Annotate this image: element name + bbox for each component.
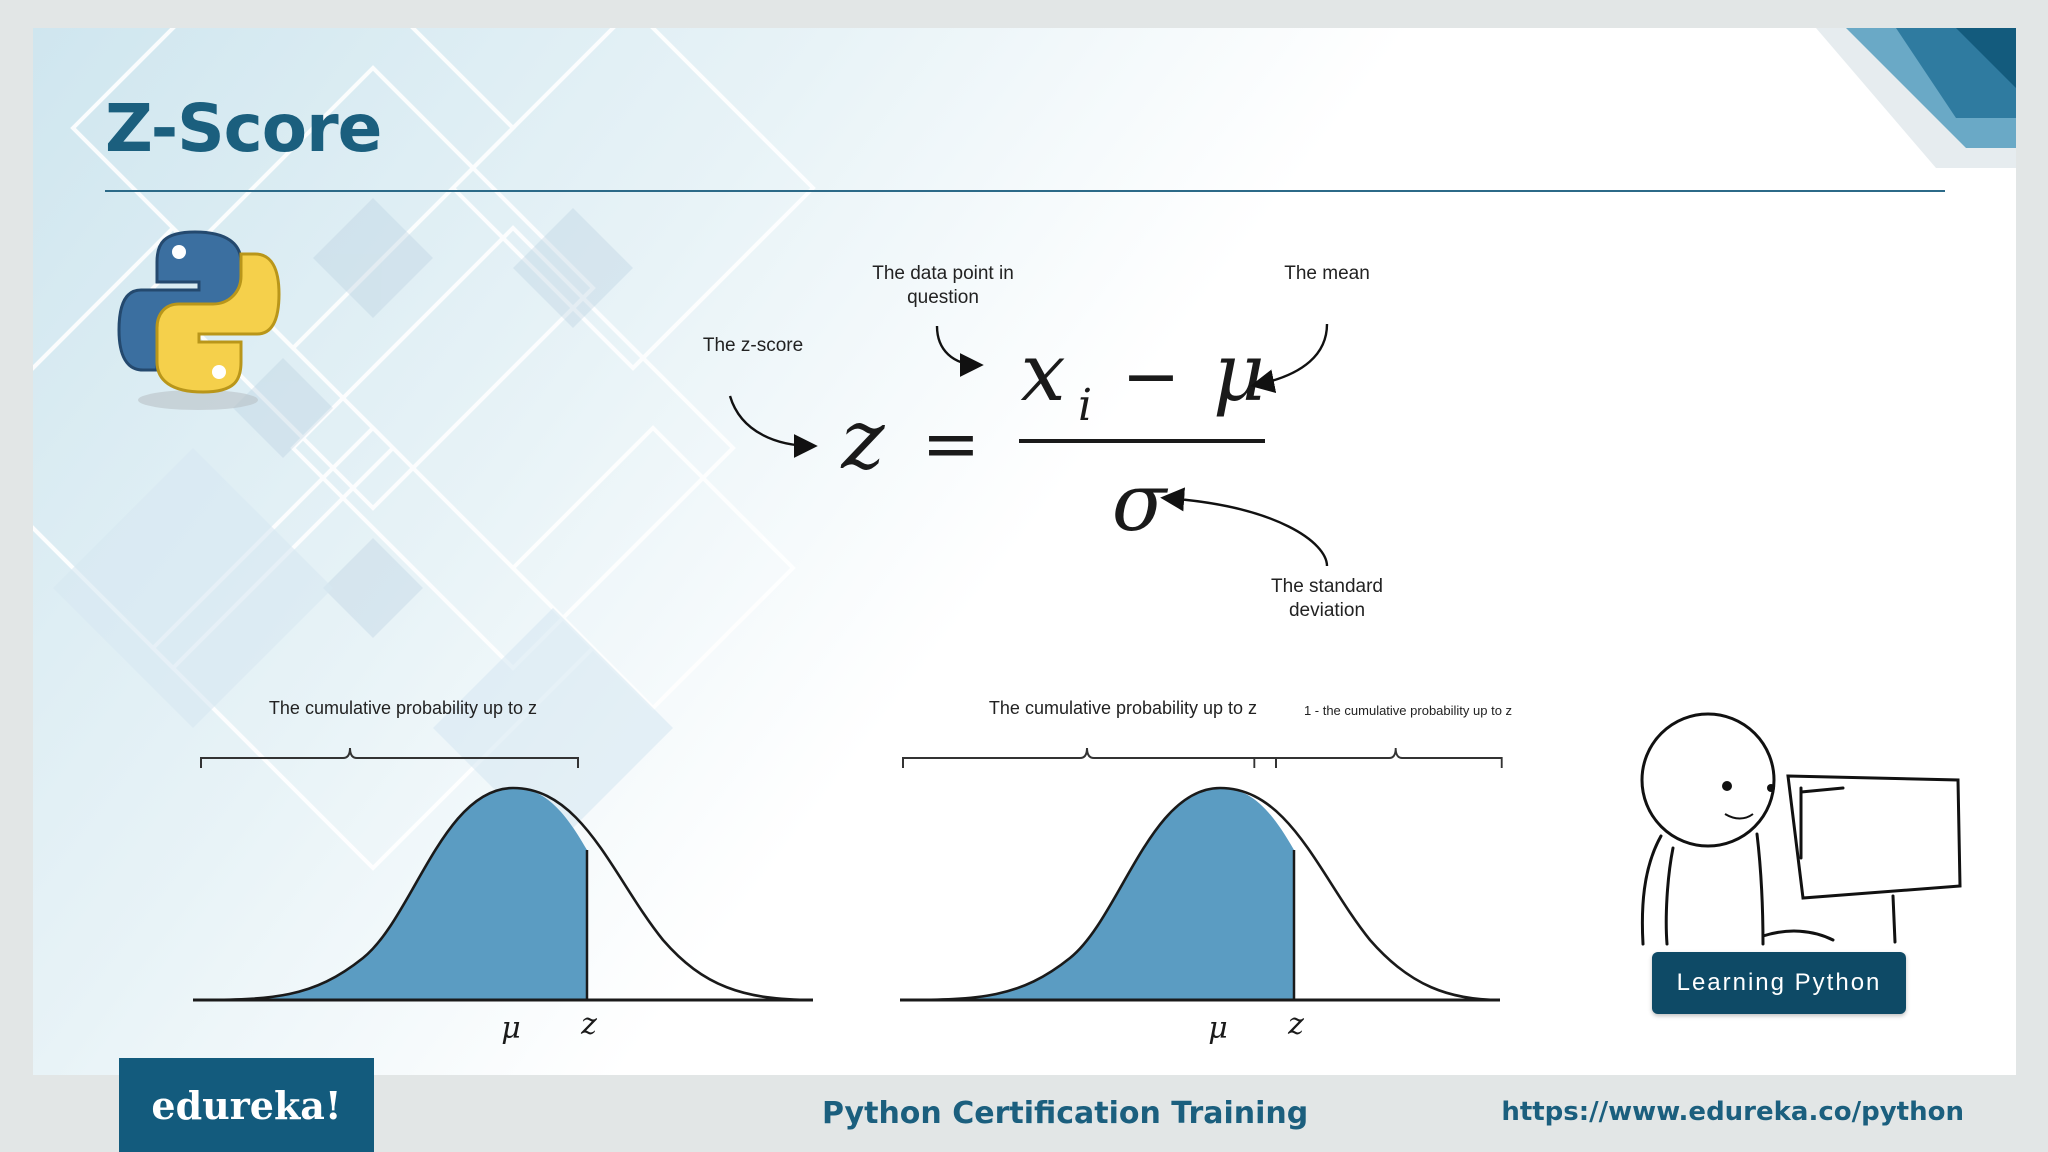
mean-annotation: The mean [1284, 263, 1370, 284]
course-url-link[interactable]: https://www.edureka.co/python [1501, 1097, 1964, 1127]
shaded-area-1 [193, 788, 587, 1000]
dist1-brace-label: The cumulative probability up to z [268, 698, 538, 718]
title-divider [105, 190, 1945, 192]
shaded-area-2 [900, 788, 1294, 1000]
normal-distribution-chart-2: μ z [900, 747, 1503, 1046]
edureka-logo[interactable]: edureka! [119, 1058, 374, 1152]
z-label-1: z [580, 1007, 597, 1042]
z-label-2: z [1287, 1007, 1304, 1042]
dist2-brace-label-right: 1 - the cumulative probability up to z [1303, 703, 1513, 718]
course-title: Python Certification Training [822, 1096, 1309, 1131]
corner-decoration [1816, 28, 2016, 168]
slide: Z-Score z = x i − μ σ The z-score [33, 28, 2016, 1075]
bell-curve-2 [900, 786, 1501, 1002]
brace-2-left [902, 747, 1277, 768]
std-annotation: The standard deviation [1271, 576, 1383, 621]
zscore-annotation: The z-score [702, 335, 804, 356]
normal-distribution-chart-1: μ z [193, 747, 813, 1046]
dist2-brace-label-left: The cumulative probability up to z [988, 698, 1258, 718]
mu-label-1: μ [501, 1011, 521, 1046]
datapoint-annotation: The data point in question [872, 263, 1014, 308]
bell-curve-1 [193, 786, 813, 1002]
background-pattern [33, 28, 2016, 1075]
python-logo-icon [117, 230, 281, 410]
learning-python-button[interactable]: Learning Python [1652, 952, 1906, 1014]
stick-figure-computer-illustration [1640, 712, 1962, 946]
mu-label-2: μ [1208, 1011, 1228, 1046]
brace-1 [200, 747, 579, 768]
brace-2-right [1253, 747, 1503, 768]
page-title: Z-Score [105, 90, 382, 167]
